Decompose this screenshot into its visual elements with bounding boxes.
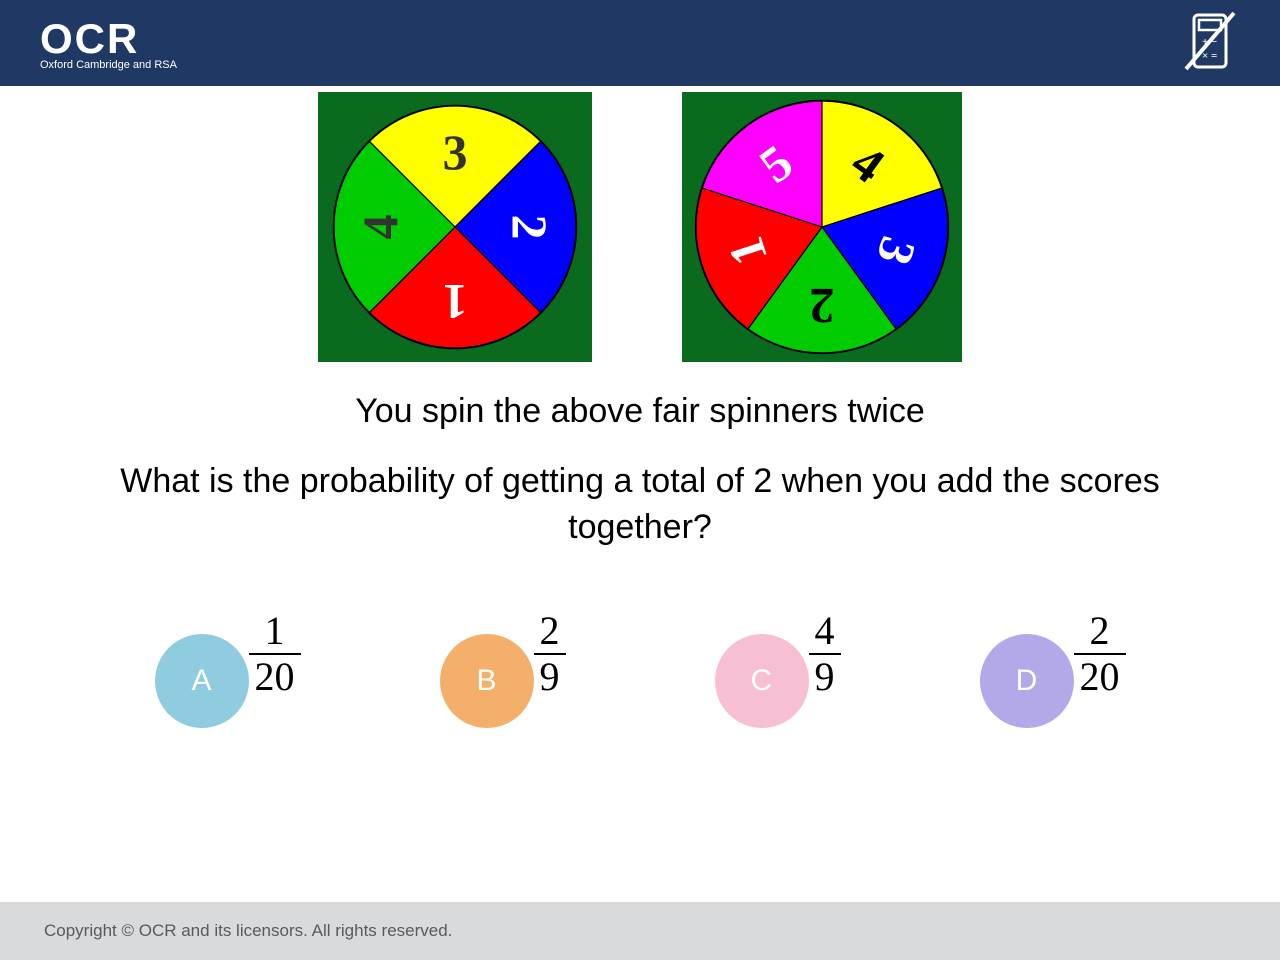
answer-fraction: 29 [534, 611, 566, 697]
question-line-2: What is the probability of getting a tot… [0, 459, 1280, 551]
ocr-logo: OCR Oxford Cambridge and RSA [40, 15, 177, 71]
option-letter-circle: C [715, 634, 809, 728]
fraction-numerator: 2 [534, 611, 566, 653]
svg-text:4: 4 [352, 214, 408, 239]
fraction-denominator: 20 [249, 653, 301, 697]
copyright-text: Copyright © OCR and its licensors. All r… [44, 921, 452, 941]
answer-option-c[interactable]: C49 [688, 611, 868, 778]
answers-row: A120B29C49D220 [0, 611, 1280, 778]
option-letter-circle: D [980, 634, 1074, 728]
fraction-denominator: 9 [809, 653, 841, 697]
fraction-numerator: 1 [249, 611, 301, 653]
fraction-numerator: 4 [809, 611, 841, 653]
spinner-5: 54321 [682, 92, 962, 362]
answer-option-b[interactable]: B29 [413, 611, 593, 778]
fraction-numerator: 2 [1074, 611, 1126, 653]
answer-option-d[interactable]: D220 [963, 611, 1143, 778]
fraction-denominator: 9 [534, 653, 566, 697]
logo-main: OCR [40, 15, 177, 63]
answer-option-a[interactable]: A120 [138, 611, 318, 778]
svg-text:2: 2 [502, 214, 558, 239]
logo-sub: Oxford Cambridge and RSA [40, 59, 177, 71]
answer-fraction: 220 [1074, 611, 1126, 697]
no-calculator-icon: + − × = [1180, 9, 1240, 78]
option-letter-circle: A [155, 634, 249, 728]
answer-fraction: 120 [249, 611, 301, 697]
svg-text:3: 3 [442, 124, 467, 180]
option-letter-circle: B [440, 634, 534, 728]
fraction-denominator: 20 [1074, 653, 1126, 697]
svg-text:× =: × = [1202, 50, 1217, 62]
question-line-1: You spin the above fair spinners twice [0, 392, 1280, 431]
answer-fraction: 49 [809, 611, 841, 697]
spinner-row: 3 2 1 4 54321 [0, 92, 1280, 362]
header: OCR Oxford Cambridge and RSA + − × = [0, 0, 1280, 86]
svg-text:2: 2 [809, 277, 834, 333]
question-block: You spin the above fair spinners twice W… [0, 392, 1280, 551]
footer: Copyright © OCR and its licensors. All r… [0, 902, 1280, 960]
svg-text:1: 1 [442, 274, 467, 330]
spinner-4: 3 2 1 4 [318, 92, 592, 362]
